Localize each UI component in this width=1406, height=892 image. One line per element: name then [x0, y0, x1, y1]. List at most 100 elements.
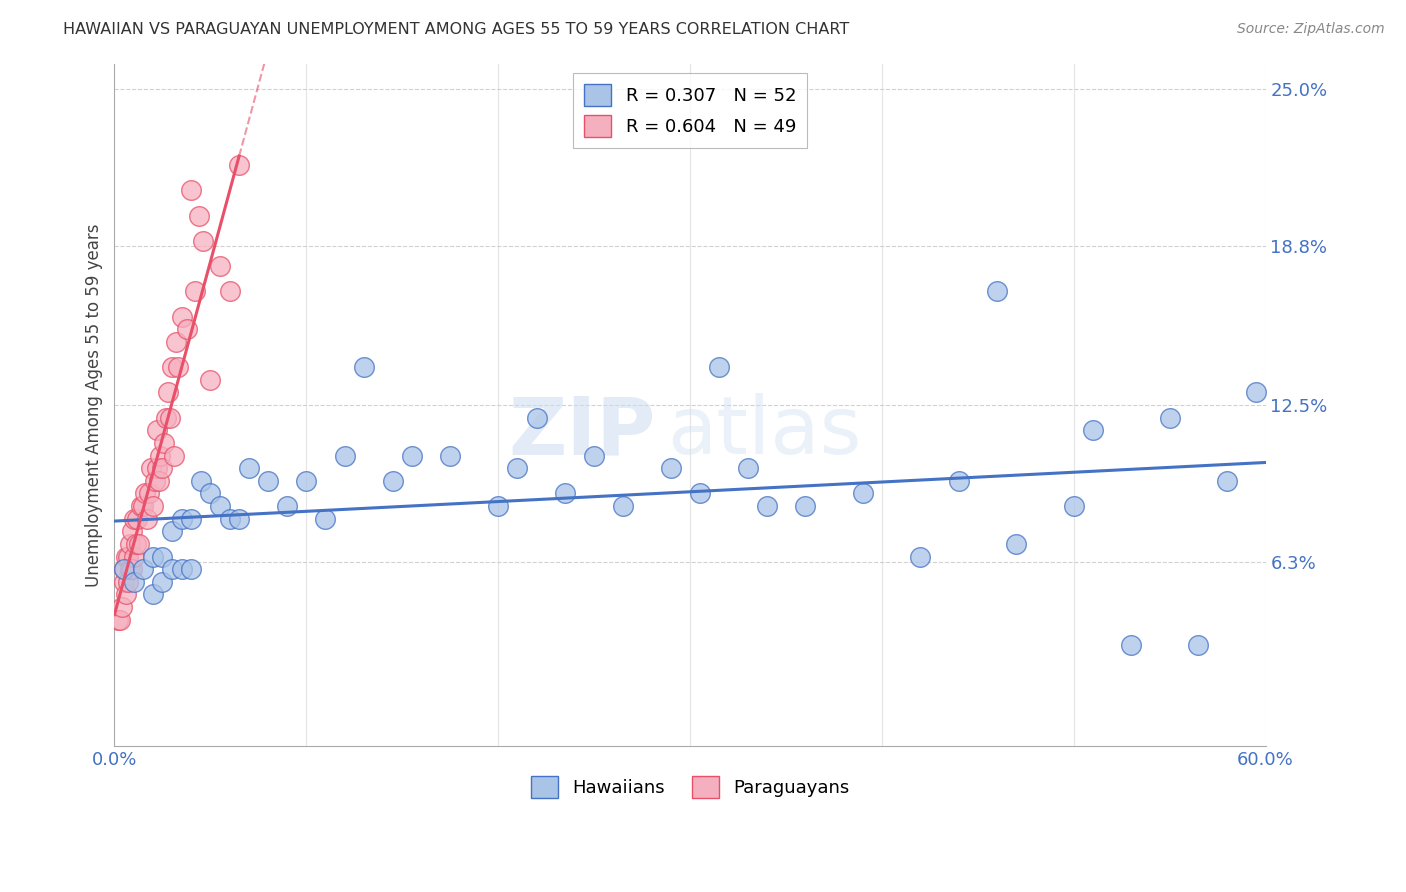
Point [155, 410, 177, 425]
Point [208, 499, 231, 513]
Point [1063, 499, 1085, 513]
Point [139, 461, 162, 475]
Point [381, 474, 404, 488]
Point [218, 285, 240, 299]
Point [1159, 410, 1181, 425]
Point [986, 285, 1008, 299]
Point [755, 499, 778, 513]
Point [153, 436, 176, 450]
Point [1216, 474, 1239, 488]
Point [150, 461, 173, 475]
Point [314, 511, 336, 525]
Point [127, 511, 149, 525]
Point [180, 562, 202, 576]
Point [112, 562, 135, 576]
Point [526, 410, 548, 425]
Point [659, 461, 682, 475]
Point [138, 486, 160, 500]
Point [1005, 537, 1028, 551]
Text: ZIP: ZIP [508, 393, 655, 471]
Point [112, 562, 135, 576]
Point [163, 449, 186, 463]
Point [128, 537, 150, 551]
Point [117, 574, 139, 589]
Point [157, 385, 180, 400]
Point [228, 511, 250, 525]
Point [111, 600, 134, 615]
Point [143, 474, 166, 488]
Point [187, 209, 209, 223]
Point [180, 183, 202, 197]
Point [112, 574, 135, 589]
Point [108, 613, 131, 627]
Point [1187, 638, 1209, 652]
Point [148, 474, 170, 488]
Point [145, 461, 167, 475]
Point [228, 158, 250, 172]
Point [208, 259, 231, 273]
Point [401, 449, 423, 463]
Point [583, 449, 606, 463]
Point [118, 537, 141, 551]
Point [1121, 638, 1143, 652]
Point [121, 524, 143, 539]
Point [170, 562, 193, 576]
Point [176, 322, 198, 336]
Point [333, 449, 356, 463]
Point [612, 499, 634, 513]
Point [122, 574, 145, 589]
Point [122, 511, 145, 525]
Point [184, 285, 207, 299]
Text: HAWAIIAN VS PARAGUAYAN UNEMPLOYMENT AMONG AGES 55 TO 59 YEARS CORRELATION CHART: HAWAIIAN VS PARAGUAYAN UNEMPLOYMENT AMON… [63, 22, 849, 37]
Point [160, 524, 183, 539]
Point [737, 461, 759, 475]
Point [134, 486, 156, 500]
Point [276, 499, 298, 513]
Point [121, 562, 143, 576]
Point [852, 486, 875, 500]
Text: Source: ZipAtlas.com: Source: ZipAtlas.com [1237, 22, 1385, 37]
Legend: Hawaiians, Paraguayans: Hawaiians, Paraguayans [523, 769, 856, 805]
Point [190, 474, 212, 488]
Point [118, 562, 141, 576]
Point [159, 410, 181, 425]
Point [136, 511, 159, 525]
Point [117, 549, 139, 564]
Point [170, 310, 193, 324]
Point [486, 499, 509, 513]
Point [142, 499, 165, 513]
Point [794, 499, 817, 513]
Point [107, 613, 129, 627]
Y-axis label: Unemployment Among Ages 55 to 59 years: Unemployment Among Ages 55 to 59 years [86, 223, 103, 587]
Point [948, 474, 970, 488]
Point [353, 360, 375, 375]
Point [200, 486, 222, 500]
Point [160, 360, 183, 375]
Point [238, 461, 260, 475]
Point [506, 461, 529, 475]
Point [180, 511, 202, 525]
Point [160, 562, 183, 576]
Point [142, 587, 165, 601]
Point [439, 449, 461, 463]
Point [150, 549, 173, 564]
Point [115, 549, 138, 564]
Point [115, 587, 138, 601]
Point [142, 549, 165, 564]
Point [910, 549, 932, 564]
Point [132, 499, 155, 513]
Point [165, 334, 187, 349]
Point [200, 373, 222, 387]
Point [149, 449, 172, 463]
Point [218, 511, 240, 525]
Point [1244, 385, 1267, 400]
Point [132, 562, 155, 576]
Text: atlas: atlas [666, 393, 862, 471]
Point [150, 574, 173, 589]
Point [554, 486, 576, 500]
Point [145, 423, 167, 437]
Point [122, 549, 145, 564]
Point [257, 474, 280, 488]
Point [124, 537, 146, 551]
Point [1081, 423, 1104, 437]
